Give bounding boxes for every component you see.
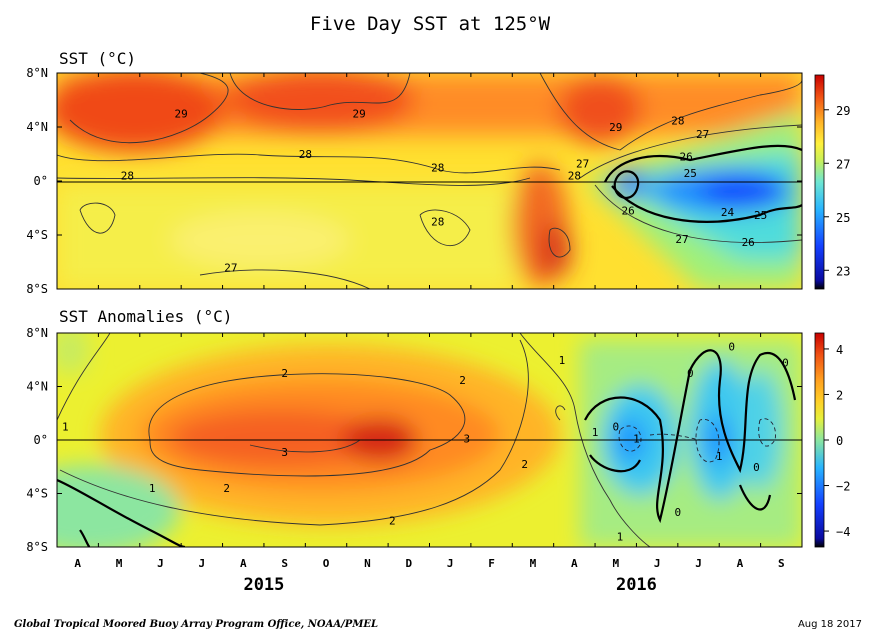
month-label: O bbox=[323, 557, 330, 570]
contour-label: 3 bbox=[281, 446, 288, 459]
colorbar-tick-label: −2 bbox=[836, 480, 850, 494]
date-stamp: Aug 18 2017 bbox=[798, 619, 862, 630]
anomaly-heatmap bbox=[57, 333, 802, 547]
month-label: N bbox=[364, 557, 371, 570]
contour-label: 3 bbox=[463, 433, 470, 446]
contour-label: 2 bbox=[389, 514, 396, 527]
contour-label: 26 bbox=[742, 236, 755, 249]
contour-label: 28 bbox=[671, 114, 684, 127]
credit-text: Global Tropical Moored Buoy Array Progra… bbox=[14, 619, 378, 630]
y-tick-label: 8°N bbox=[26, 66, 48, 80]
contour-label: 28 bbox=[121, 170, 134, 183]
colorbar-tick-label: 25 bbox=[836, 211, 850, 225]
anomaly-panel-title: SST Anomalies (°C) bbox=[59, 307, 232, 326]
year-label: 2016 bbox=[616, 575, 657, 595]
contour-label: 1 bbox=[617, 530, 624, 543]
anomaly-y-axis: 8°N 4°N 0° 4°S 8°S bbox=[26, 326, 802, 554]
chart-title: Five Day SST at 125°W bbox=[310, 13, 551, 35]
month-label: A bbox=[737, 557, 744, 570]
contour-label: 1 bbox=[62, 421, 69, 434]
month-label: A bbox=[74, 557, 81, 570]
month-label: S bbox=[778, 557, 785, 570]
colorbar-tick-label: 29 bbox=[836, 104, 850, 118]
month-label: M bbox=[530, 557, 537, 570]
y-tick-label: 4°N bbox=[26, 120, 48, 134]
month-label: S bbox=[281, 557, 288, 570]
contour-label: 25 bbox=[684, 167, 697, 180]
contour-label: 2 bbox=[223, 482, 230, 495]
contour-label: 0 bbox=[687, 367, 694, 380]
colorbar-tick-label: −4 bbox=[836, 525, 850, 539]
colorbar-tick-label: 23 bbox=[836, 264, 850, 278]
year-label: 2015 bbox=[243, 575, 284, 595]
colorbar-tick-label: 0 bbox=[836, 434, 843, 448]
month-label: J bbox=[157, 557, 164, 570]
contour-label: 0 bbox=[612, 421, 619, 434]
contour-label: 0 bbox=[675, 506, 682, 519]
colorbar-tick-label: 2 bbox=[836, 388, 843, 402]
contour-label: 26 bbox=[679, 151, 692, 164]
anomaly-colorbar-ticks: 4 2 0 −2 −4 bbox=[824, 343, 850, 539]
y-tick-label: 8°S bbox=[26, 540, 48, 554]
sst-colorbar-ticks: 29 27 25 23 bbox=[824, 104, 850, 278]
contour-label: 2 bbox=[459, 374, 466, 387]
contour-label: 27 bbox=[696, 128, 709, 141]
contour-label: 25 bbox=[754, 209, 767, 222]
contour-label: 27 bbox=[576, 157, 589, 170]
y-tick-label: 8°N bbox=[26, 326, 48, 340]
y-tick-label: 0° bbox=[34, 433, 48, 447]
contour-label: 28 bbox=[431, 162, 444, 175]
y-tick-label: 4°S bbox=[26, 228, 48, 242]
contour-label: 0 bbox=[728, 340, 735, 353]
contour-label: 0 bbox=[782, 356, 789, 369]
month-label: J bbox=[695, 557, 702, 570]
sst-y-axis: 8°N 4°N 0° 4°S 8°S bbox=[26, 66, 802, 296]
month-label: M bbox=[612, 557, 619, 570]
contour-label: 28 bbox=[299, 148, 312, 161]
contour-label: 28 bbox=[431, 216, 444, 229]
year-labels: 2015 2016 bbox=[243, 575, 656, 595]
sst-heatmap bbox=[57, 73, 802, 289]
y-tick-label: 4°N bbox=[26, 380, 48, 394]
contour-label: 29 bbox=[175, 108, 188, 121]
contour-label: 2 bbox=[281, 367, 288, 380]
contour-label: 2 bbox=[521, 458, 528, 471]
contour-label: 28 bbox=[568, 170, 581, 183]
contour-label: 26 bbox=[622, 205, 635, 218]
contour-label: 24 bbox=[721, 206, 735, 219]
month-label: J bbox=[447, 557, 454, 570]
month-label: A bbox=[240, 557, 247, 570]
sst-x-ticks bbox=[56, 73, 803, 289]
colorbar-tick-label: 4 bbox=[836, 343, 843, 357]
month-label: A bbox=[571, 557, 578, 570]
y-tick-label: 8°S bbox=[26, 282, 48, 296]
sst-panel-title: SST (°C) bbox=[59, 49, 136, 68]
month-label: D bbox=[405, 557, 412, 570]
sst-colorbar bbox=[814, 74, 825, 290]
contour-label: 1 bbox=[633, 433, 640, 446]
contour-label: 29 bbox=[353, 108, 366, 121]
contour-label: 1 bbox=[592, 426, 599, 439]
colorbar-tick-label: 27 bbox=[836, 157, 850, 171]
anomaly-colorbar bbox=[814, 332, 825, 548]
month-label: M bbox=[116, 557, 123, 570]
month-label: J bbox=[654, 557, 661, 570]
contour-label: 1 bbox=[149, 482, 156, 495]
contour-label: 1 bbox=[559, 354, 566, 367]
anomaly-x-ticks bbox=[56, 333, 803, 547]
contour-label: 27 bbox=[675, 233, 688, 246]
y-tick-label: 0° bbox=[34, 174, 48, 188]
y-tick-label: 4°S bbox=[26, 487, 48, 501]
month-label: J bbox=[199, 557, 206, 570]
contour-label: 27 bbox=[224, 261, 237, 274]
month-label: F bbox=[488, 557, 495, 570]
contour-label: 1 bbox=[716, 450, 723, 463]
contour-label: 0 bbox=[753, 461, 760, 474]
contour-label: 29 bbox=[609, 121, 622, 134]
